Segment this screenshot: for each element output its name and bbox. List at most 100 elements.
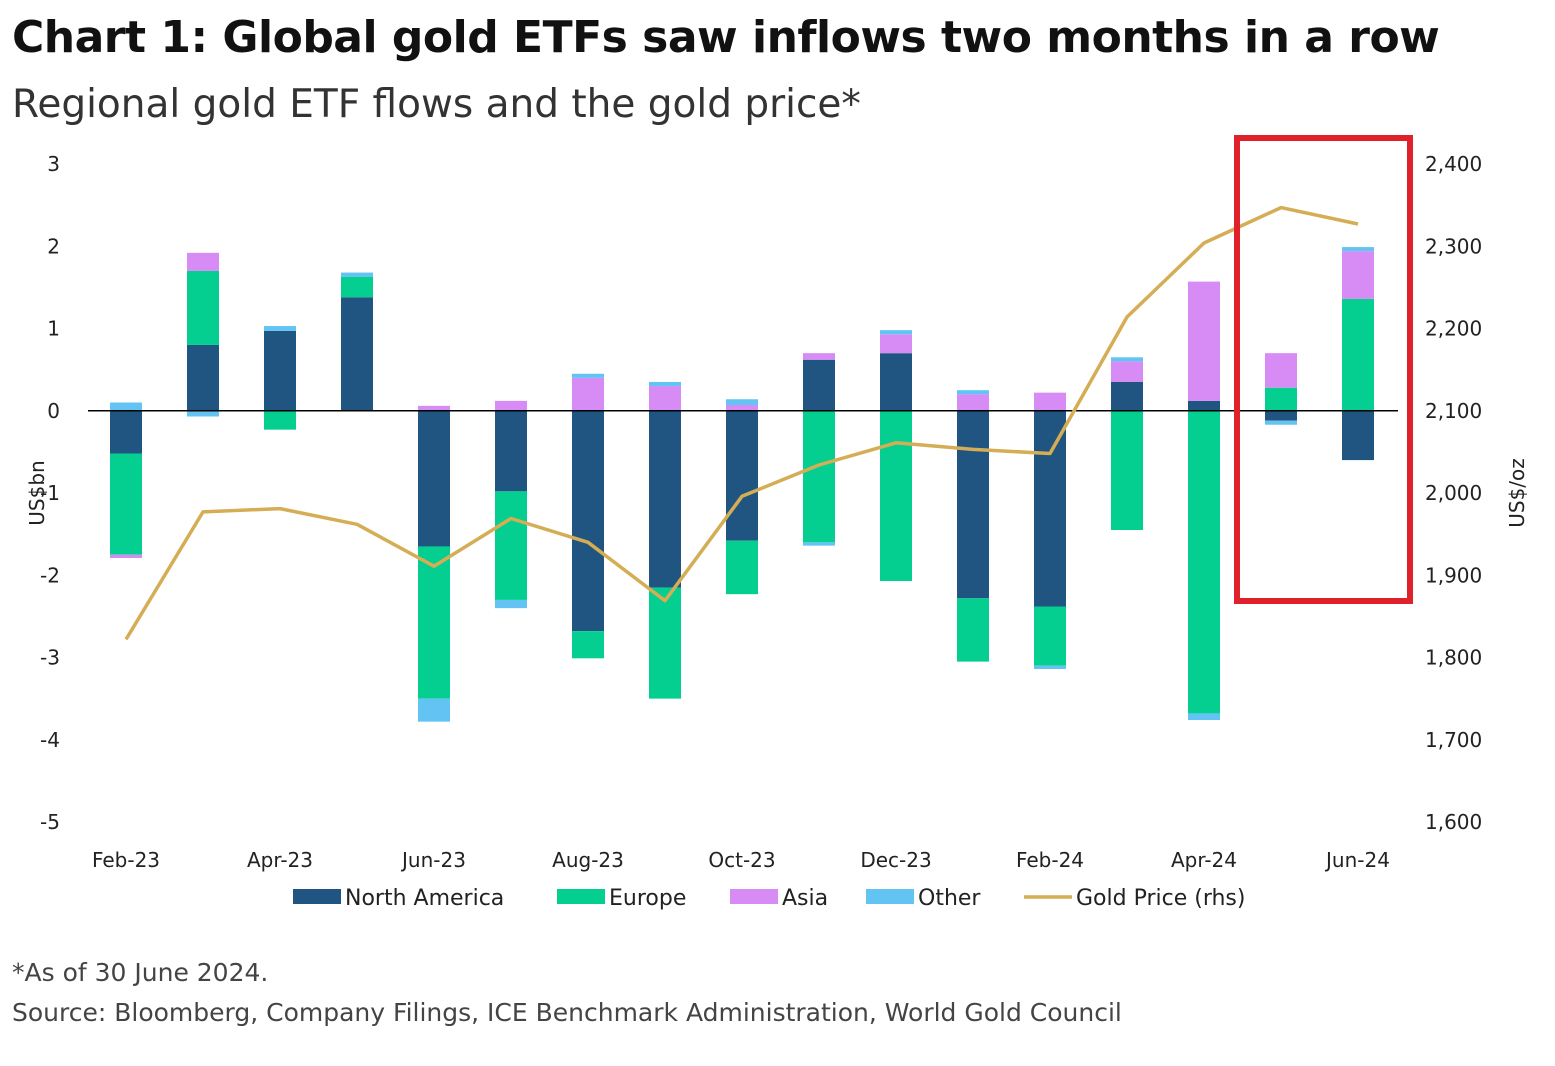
bar-segment: [110, 554, 142, 558]
bar-segment: [803, 410, 835, 543]
y-tick-label: -5: [40, 810, 60, 834]
highlight-box: [1234, 135, 1413, 604]
bar-segment: [418, 698, 450, 722]
legend-label: Other: [918, 886, 981, 911]
bar-segment: [187, 252, 219, 271]
bar-segment: [1111, 381, 1143, 411]
bar-segment: [495, 400, 527, 411]
bar-segment: [1111, 410, 1143, 531]
y-right-tick-label: 1,700: [1425, 728, 1482, 752]
bar-segment: [187, 410, 219, 417]
x-tick-label: Jun-24: [1324, 848, 1390, 872]
bar-segment: [726, 540, 758, 595]
y-right-tick-label: 2,300: [1425, 234, 1482, 258]
bar-segment: [187, 270, 219, 345]
bar-segment: [418, 405, 450, 411]
y-tick-label: 3: [47, 152, 60, 176]
bar-segment: [1188, 410, 1220, 714]
y-tick-label: 0: [47, 399, 60, 423]
chart-area: 3 2 1 0 -1 -2 -3 -4 -5 2,400 2,300 2,200 2,100 2,000 1…: [25, 135, 1529, 911]
x-tick-label: Oct-23: [708, 848, 775, 872]
legend-swatch: [866, 889, 914, 904]
bar-segment: [495, 491, 527, 600]
legend-label: Gold Price (rhs): [1076, 886, 1245, 911]
bar-segment: [1188, 713, 1220, 721]
footnote: *As of 30 June 2024.: [12, 958, 269, 987]
y-right-tick-label: 2,000: [1425, 481, 1482, 505]
bar-segment: [1188, 400, 1220, 411]
bar-segment: [957, 390, 989, 395]
bar-segment: [957, 410, 989, 599]
bar-segment: [880, 353, 912, 411]
y-right-axis-title: US$/oz: [1505, 458, 1529, 528]
bar-segment: [803, 353, 835, 360]
bar-segment: [957, 394, 989, 411]
bar-segment: [1342, 410, 1374, 461]
bar-segment: [726, 410, 758, 541]
bar-segment: [803, 542, 835, 546]
x-tick-label: Dec-23: [860, 848, 931, 872]
y-tick-label: -1: [40, 481, 60, 505]
bar-segment: [1034, 665, 1066, 670]
y-right-tick-label: 1,600: [1425, 810, 1482, 834]
bar-segment: [572, 377, 604, 411]
bar-segment: [1034, 606, 1066, 666]
bar-segment: [649, 381, 681, 387]
x-tick-label: Apr-24: [1171, 848, 1237, 872]
bar-segment: [880, 410, 912, 582]
bar-segment: [495, 599, 527, 609]
bar-segment: [341, 272, 373, 277]
legend-swatch: [730, 889, 778, 904]
y-axis-title: US$bn: [25, 460, 49, 525]
bar-segment: [341, 276, 373, 298]
x-tick-label: Feb-23: [92, 848, 160, 872]
y-right-tick-label: 2,200: [1425, 317, 1482, 341]
bar-segment: [110, 453, 142, 555]
bar-segment: [1034, 392, 1066, 411]
y-tick-label: -3: [40, 646, 60, 670]
y-right-tick-label: 2,100: [1425, 399, 1482, 423]
bar-segment: [572, 631, 604, 659]
source-note: Source: Bloomberg, Company Filings, ICE …: [12, 998, 1122, 1027]
bar-segment: [726, 404, 758, 411]
y-tick-label: -2: [40, 563, 60, 587]
bar-segment: [264, 410, 296, 430]
bar-segment: [418, 410, 450, 547]
bar-segment: [803, 359, 835, 411]
bar-segment: [341, 297, 373, 411]
bar-segment: [649, 587, 681, 699]
bar-segment: [1111, 357, 1143, 362]
bar-segment: [572, 373, 604, 378]
legend-label: Europe: [609, 886, 686, 911]
bar-segment: [187, 344, 219, 411]
bar-segment: [649, 386, 681, 411]
gold-price-line: [124, 205, 1359, 641]
bar-segment: [1034, 410, 1066, 607]
legend-label: North America: [345, 886, 504, 911]
bar-segment: [1342, 247, 1374, 252]
bar-segment: [495, 410, 527, 492]
y-tick-label: -4: [40, 728, 60, 752]
chart-subtitle: Regional gold ETF flows and the gold pri…: [12, 82, 861, 127]
bar-segment: [418, 546, 450, 699]
x-tick-label: Aug-23: [552, 848, 624, 872]
bar-segment: [1342, 298, 1374, 411]
bar-segment: [1111, 361, 1143, 382]
chart-title: Chart 1: Global gold ETFs saw inflows tw…: [12, 12, 1440, 63]
bar-segment: [649, 410, 681, 588]
bar-segment: [726, 399, 758, 405]
bar-segment: [1265, 387, 1297, 411]
bar-segment: [1265, 420, 1297, 425]
y-tick-label: 1: [47, 317, 60, 341]
bar-segment: [880, 330, 912, 335]
bar-segment: [880, 334, 912, 354]
y-right-tick-label: 1,800: [1425, 646, 1482, 670]
x-tick-label: Jun-23: [400, 848, 466, 872]
bar-segment: [264, 330, 296, 411]
bar-segment: [957, 598, 989, 662]
y-right-tick-label: 1,900: [1425, 563, 1482, 587]
bar-segment: [1188, 281, 1220, 401]
legend-swatch: [557, 889, 605, 904]
legend-label: Asia: [782, 886, 828, 911]
x-tick-label: Feb-24: [1016, 848, 1084, 872]
